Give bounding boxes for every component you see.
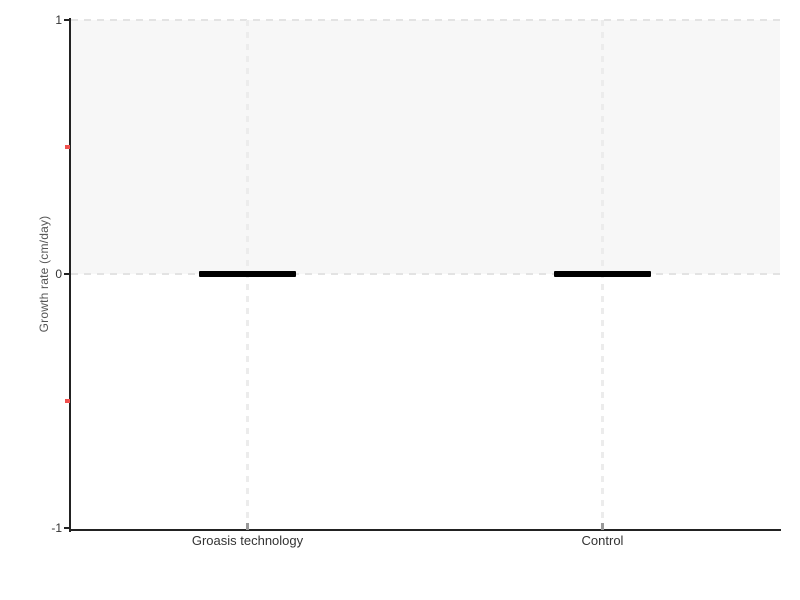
y-tick-label: -1 <box>51 520 62 535</box>
positive-region-band <box>71 19 780 274</box>
x-axis-line <box>69 529 781 531</box>
x-category-label: Groasis technology <box>191 533 304 548</box>
y-axis-title: Growth rate (cm/day) <box>37 215 51 333</box>
y-axis-line <box>69 18 71 532</box>
x-category-label: Control <box>581 533 624 548</box>
y-tick-label: 1 <box>55 12 62 27</box>
